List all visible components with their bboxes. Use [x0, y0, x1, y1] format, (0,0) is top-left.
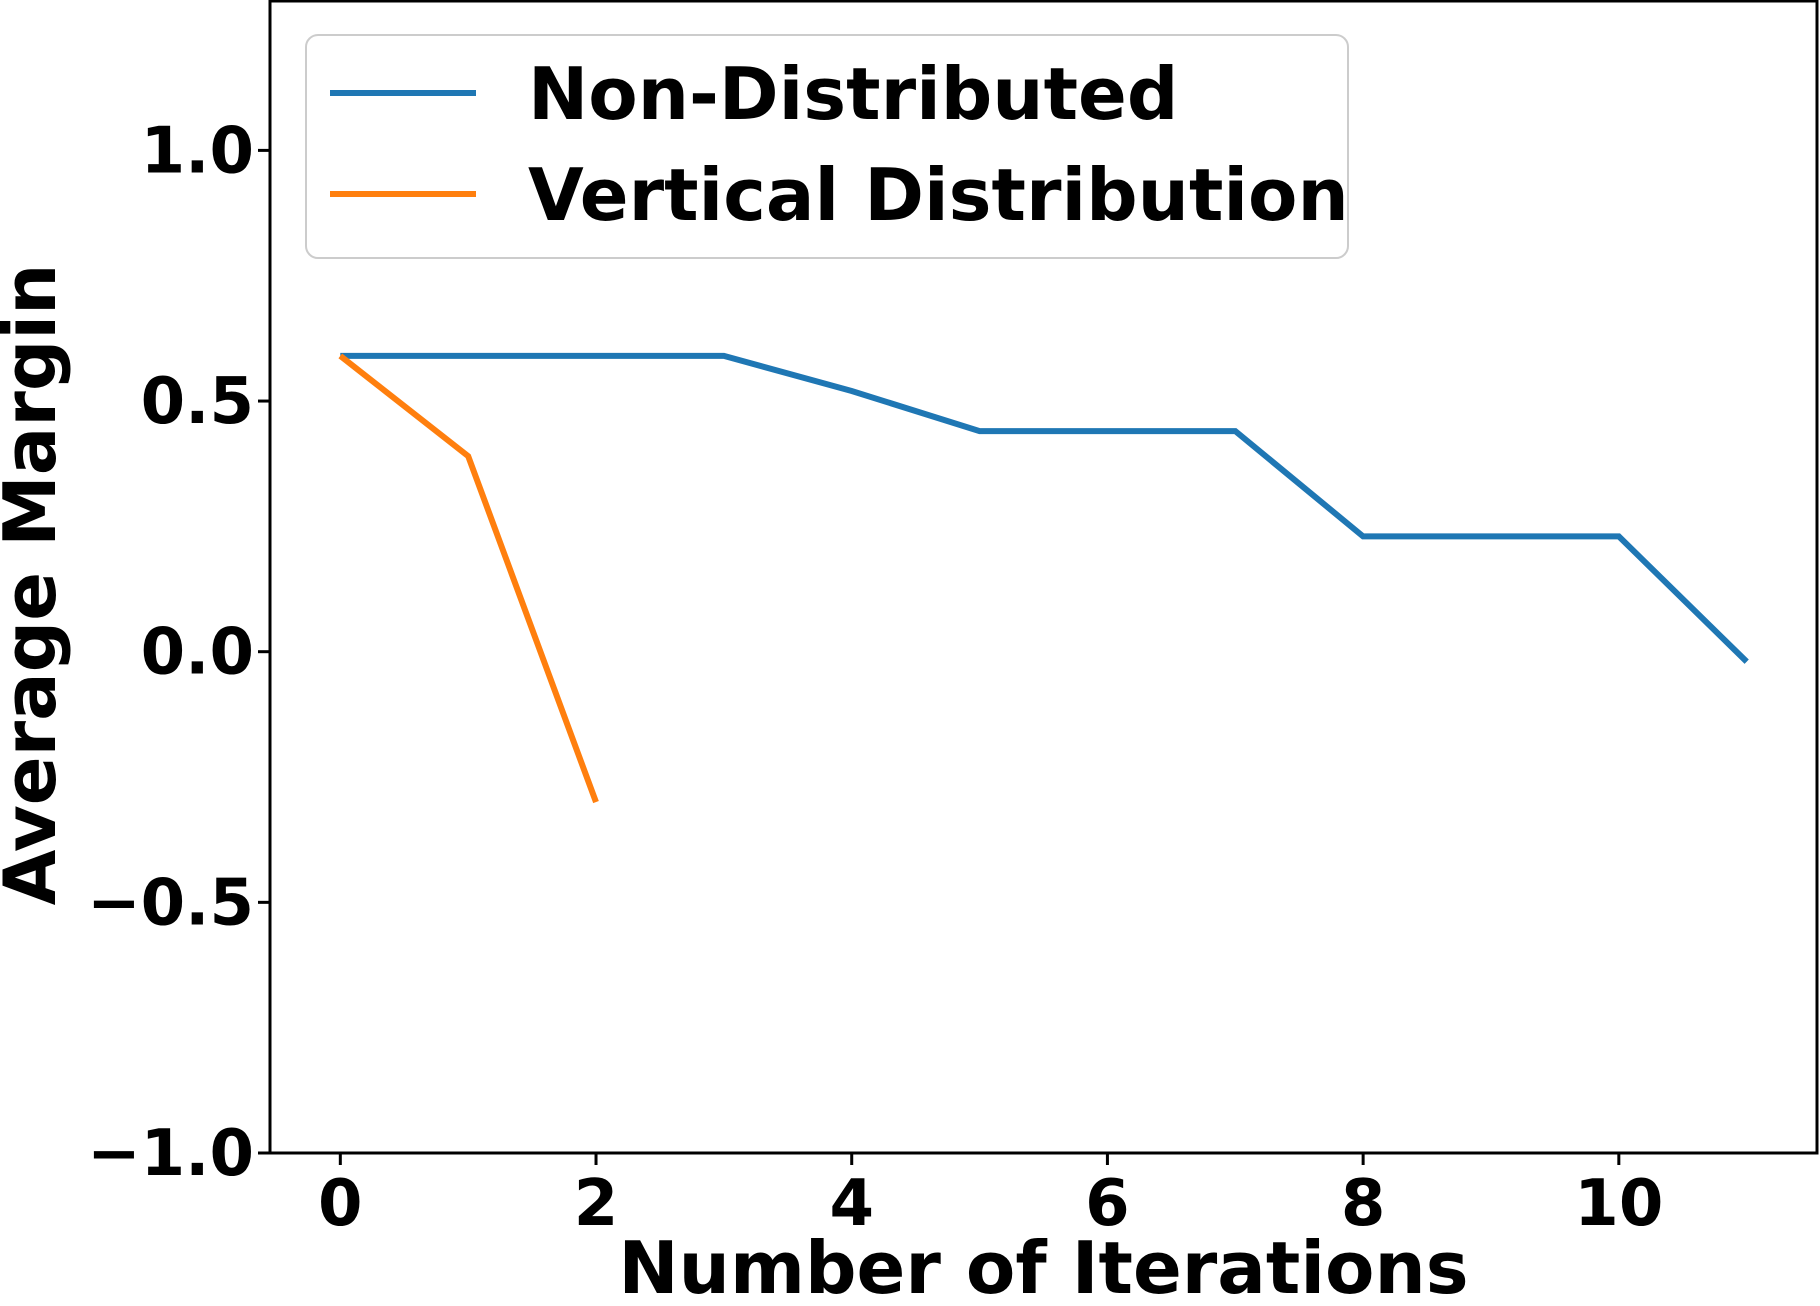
- y-tick-label: 0.5: [141, 365, 254, 439]
- x-tick-label: 10: [1574, 1167, 1663, 1241]
- series-line-non-distributed: [340, 352, 1749, 664]
- y-tick-label: −1.0: [87, 1117, 254, 1191]
- y-tick-label: −0.5: [87, 866, 254, 940]
- plot-frame: [268, 0, 1819, 1155]
- y-tick-label: 0.0: [141, 616, 254, 690]
- legend-label: Vertical Distribution: [528, 153, 1349, 237]
- legend-frame: [305, 34, 1349, 259]
- x-tick-label: 0: [318, 1167, 363, 1241]
- legend: Non-Distributed Vertical Distribution: [305, 34, 1349, 259]
- y-axis: −1.0 −0.5 0.0 0.5 1.0: [87, 114, 270, 1191]
- y-axis-label: Average Margin: [0, 264, 72, 906]
- legend-label: Non-Distributed: [528, 52, 1178, 136]
- x-tick-label: 4: [829, 1167, 874, 1241]
- x-tick-label: 6: [1085, 1167, 1130, 1241]
- y-tick-label: 1.0: [141, 114, 254, 188]
- series-layer: [338, 352, 1749, 804]
- x-axis-label: Number of Iterations: [618, 1226, 1468, 1306]
- x-tick-label: 2: [574, 1167, 619, 1241]
- x-tick-label: 8: [1341, 1167, 1386, 1241]
- x-axis: 0 2 4 6 8 10: [318, 1153, 1663, 1241]
